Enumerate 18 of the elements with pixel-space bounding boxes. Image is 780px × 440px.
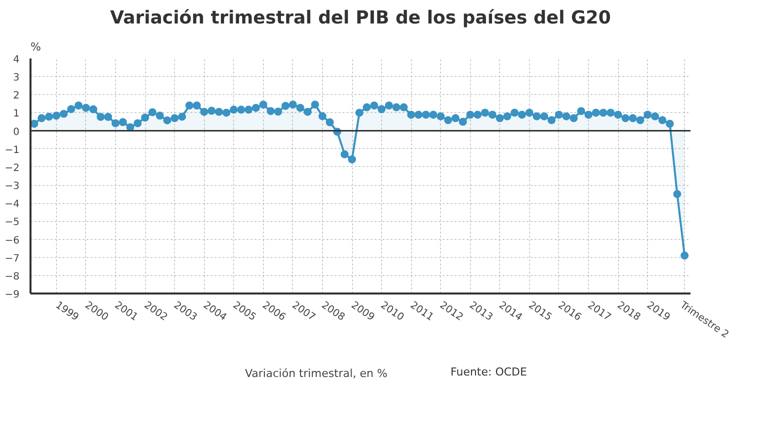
y-tick-label: 1	[13, 108, 20, 120]
y-tick-label: −1	[4, 144, 20, 156]
y-tick-label: −6	[4, 235, 20, 246]
y-tick-label: 3	[13, 72, 20, 84]
y-tick-label: −5	[4, 217, 20, 228]
y-tick-label: 4	[13, 54, 20, 66]
y-tick-label: −4	[4, 199, 20, 210]
y-tick-label: −9	[4, 290, 20, 300]
source-note: Fuente: OCDE	[450, 366, 528, 378]
chart-title: Variación trimestral del PIB de los países del G20	[110, 8, 611, 28]
y-tick-label: −7	[4, 253, 20, 264]
y-tick-label: 2	[13, 90, 20, 102]
y-tick-label: 0	[13, 126, 20, 138]
y-tick-label: −8	[4, 271, 20, 282]
y-tick-label: −2	[4, 162, 20, 174]
y-axis-title: %	[30, 40, 41, 54]
y-tick-label: −3	[4, 181, 20, 192]
text: Variación trimestral, en %	[245, 367, 388, 380]
